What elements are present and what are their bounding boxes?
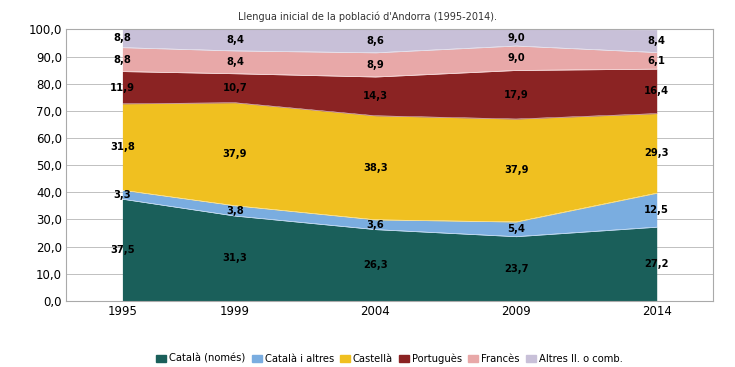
Text: 6,1: 6,1 — [648, 56, 666, 66]
Text: 8,4: 8,4 — [226, 35, 244, 45]
Text: Llengua inicial de la població d'Andorra (1995-2014).: Llengua inicial de la població d'Andorra… — [238, 11, 497, 22]
Text: 8,9: 8,9 — [367, 60, 384, 70]
Text: 8,4: 8,4 — [226, 57, 244, 67]
Text: 3,6: 3,6 — [367, 219, 384, 230]
Text: 8,8: 8,8 — [113, 33, 132, 43]
Legend: Català (només), Català i altres, Castellà, Portuguès, Francès, Altres ll. o comb: Català (només), Català i altres, Castell… — [152, 349, 627, 367]
Text: 3,8: 3,8 — [226, 206, 244, 216]
Text: 27,2: 27,2 — [645, 259, 669, 269]
Text: 23,7: 23,7 — [504, 264, 528, 274]
Text: 9,0: 9,0 — [507, 53, 525, 63]
Text: 31,8: 31,8 — [110, 142, 135, 152]
Text: 5,4: 5,4 — [507, 224, 525, 234]
Text: 14,3: 14,3 — [363, 91, 388, 101]
Text: 29,3: 29,3 — [645, 148, 669, 158]
Text: 37,5: 37,5 — [110, 245, 135, 255]
Text: 11,9: 11,9 — [110, 83, 135, 92]
Text: 3,3: 3,3 — [114, 190, 132, 200]
Text: 26,3: 26,3 — [363, 260, 388, 270]
Text: 8,6: 8,6 — [367, 36, 384, 46]
Text: 16,4: 16,4 — [644, 86, 670, 96]
Text: 10,7: 10,7 — [223, 83, 247, 93]
Text: 8,4: 8,4 — [648, 36, 666, 46]
Text: 38,3: 38,3 — [363, 163, 388, 173]
Text: 9,0: 9,0 — [507, 33, 525, 43]
Text: 37,9: 37,9 — [223, 149, 247, 159]
Text: 17,9: 17,9 — [503, 90, 528, 100]
Text: 31,3: 31,3 — [223, 254, 247, 264]
Text: 37,9: 37,9 — [504, 166, 528, 175]
Text: 8,8: 8,8 — [113, 55, 132, 65]
Text: 12,5: 12,5 — [645, 205, 669, 215]
